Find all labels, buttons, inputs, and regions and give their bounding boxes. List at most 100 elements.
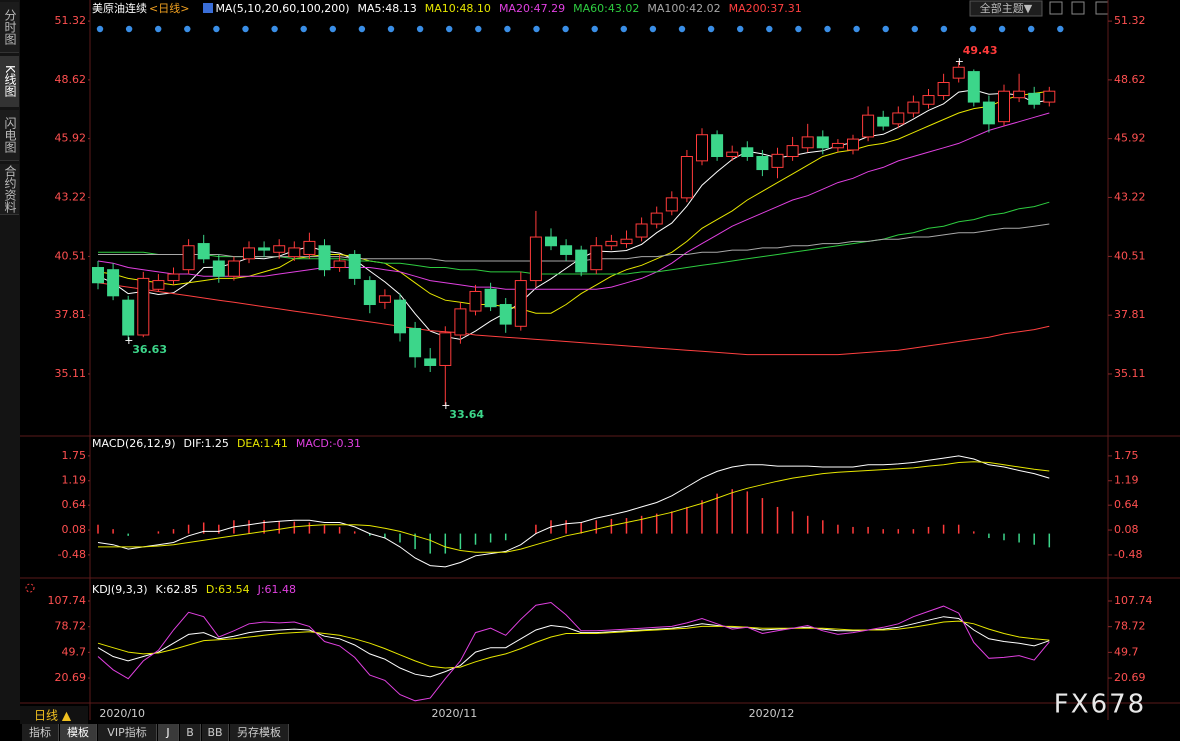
candle-body bbox=[982, 101, 995, 125]
event-dot bbox=[707, 25, 715, 33]
y-tick-label-right: 20.69 bbox=[1114, 671, 1146, 684]
candle-body bbox=[650, 212, 663, 225]
candle-body bbox=[771, 153, 784, 168]
extreme-label: 33.64 bbox=[449, 408, 484, 421]
sidebar-tab[interactable]: 合约资料 bbox=[0, 164, 19, 215]
candle-body bbox=[816, 136, 829, 149]
x-tick-label: 2020/12 bbox=[749, 707, 795, 720]
y-tick-label-right: 51.32 bbox=[1114, 14, 1146, 27]
y-tick-label-right: 37.81 bbox=[1114, 308, 1146, 321]
candle-body bbox=[258, 247, 271, 251]
candle-body bbox=[590, 245, 603, 271]
candle-body bbox=[711, 134, 724, 157]
sidebar-tab[interactable]: K线图 bbox=[0, 56, 19, 107]
event-dot bbox=[184, 25, 191, 33]
candle-body bbox=[273, 245, 286, 253]
indicator-line bbox=[97, 90, 1050, 314]
period-box bbox=[20, 706, 88, 724]
y-tick-label: 20.69 bbox=[55, 671, 87, 684]
candle-body bbox=[665, 197, 678, 212]
candle-body bbox=[439, 332, 452, 366]
y-tick-label: 78.72 bbox=[55, 620, 87, 633]
event-dot bbox=[446, 25, 453, 33]
event-dot bbox=[96, 25, 104, 33]
event-dot bbox=[969, 25, 977, 33]
candle-body bbox=[243, 247, 255, 260]
y-tick-label-right: -0.48 bbox=[1114, 548, 1142, 561]
sidebar-tab[interactable]: 分时图 bbox=[0, 2, 19, 53]
candle-body bbox=[227, 260, 240, 277]
candle-body bbox=[499, 304, 512, 325]
tab[interactable]: VIP指标 bbox=[98, 724, 157, 741]
sidebar-tab[interactable]: 闪电图 bbox=[0, 110, 19, 161]
y-tick-label: 49.7 bbox=[62, 645, 87, 658]
y-tick-label-right: 1.19 bbox=[1114, 474, 1139, 487]
indicator-line bbox=[97, 455, 1050, 568]
y-tick-label: 40.51 bbox=[55, 249, 87, 262]
y-tick-label: 51.32 bbox=[55, 14, 87, 27]
candle-body bbox=[545, 236, 557, 247]
event-dot bbox=[1057, 25, 1064, 33]
event-dot bbox=[940, 25, 948, 33]
tab[interactable]: B bbox=[180, 724, 201, 741]
extreme-marker: + bbox=[124, 334, 133, 347]
indicator-line bbox=[97, 112, 1050, 290]
period-label[interactable]: 日线 ▲ bbox=[34, 709, 72, 723]
candle-body bbox=[137, 277, 150, 336]
y-tick-label: 35.11 bbox=[55, 367, 87, 380]
event-dot bbox=[998, 25, 1006, 33]
y-tick-label: 45.92 bbox=[55, 132, 87, 145]
candle-body bbox=[952, 66, 965, 79]
legend-entry: MA20:47.29 bbox=[499, 2, 565, 15]
y-tick-label: 43.22 bbox=[55, 190, 87, 203]
event-dot bbox=[300, 25, 307, 33]
icon bbox=[203, 3, 213, 13]
icon[interactable] bbox=[1095, 1, 1109, 15]
event-dot bbox=[387, 25, 395, 33]
tab[interactable]: 另存模板 bbox=[230, 724, 289, 741]
candle-body bbox=[635, 223, 648, 238]
legend-entry: MACD:-0.31 bbox=[296, 437, 361, 450]
tab[interactable]: BB bbox=[202, 724, 229, 741]
event-dot bbox=[155, 25, 162, 33]
candle-body bbox=[529, 236, 542, 282]
y-tick-label-right: 0.08 bbox=[1114, 523, 1139, 536]
y-tick-label-right: 107.74 bbox=[1114, 594, 1153, 607]
candle-body bbox=[409, 327, 422, 358]
tab[interactable]: 模板 bbox=[60, 724, 97, 741]
event-dot bbox=[795, 25, 802, 33]
legend-entry: DEA:1.41 bbox=[237, 437, 288, 450]
y-tick-label: 37.81 bbox=[55, 308, 87, 321]
tab[interactable]: J bbox=[158, 724, 179, 741]
extreme-label: 49.43 bbox=[963, 44, 998, 57]
candle-body bbox=[937, 81, 950, 97]
icon[interactable] bbox=[1049, 1, 1063, 15]
event-dot bbox=[737, 25, 744, 33]
candle-body bbox=[877, 116, 890, 127]
y-tick-label-right: 1.75 bbox=[1114, 449, 1139, 462]
tab[interactable]: 指标 bbox=[22, 724, 59, 741]
candle-body bbox=[922, 95, 935, 105]
candle-body bbox=[831, 142, 844, 149]
candle-body bbox=[620, 238, 633, 245]
candle-body bbox=[1013, 90, 1026, 99]
icon[interactable] bbox=[25, 583, 35, 593]
indicator-line bbox=[97, 601, 1050, 702]
candle-body bbox=[484, 288, 497, 308]
theme-button[interactable] bbox=[969, 0, 1043, 17]
y-tick-label-right: 78.72 bbox=[1114, 620, 1146, 633]
candle-body bbox=[862, 114, 875, 138]
candle-body bbox=[363, 280, 376, 306]
legend-entry: J:61.48 bbox=[257, 583, 296, 596]
icon[interactable] bbox=[1071, 1, 1085, 15]
event-dot bbox=[678, 25, 686, 33]
indicator-line bbox=[97, 616, 1050, 678]
event-dot bbox=[416, 25, 424, 33]
candle-body bbox=[333, 260, 346, 269]
theme-button-label[interactable]: 全部主题▼ bbox=[980, 1, 1033, 15]
event-dot bbox=[358, 25, 366, 33]
y-tick-label: 0.08 bbox=[62, 523, 87, 536]
event-dot bbox=[475, 25, 482, 33]
legend-entry: K:62.85 bbox=[156, 583, 198, 596]
y-tick-label-right: 48.62 bbox=[1114, 73, 1146, 86]
